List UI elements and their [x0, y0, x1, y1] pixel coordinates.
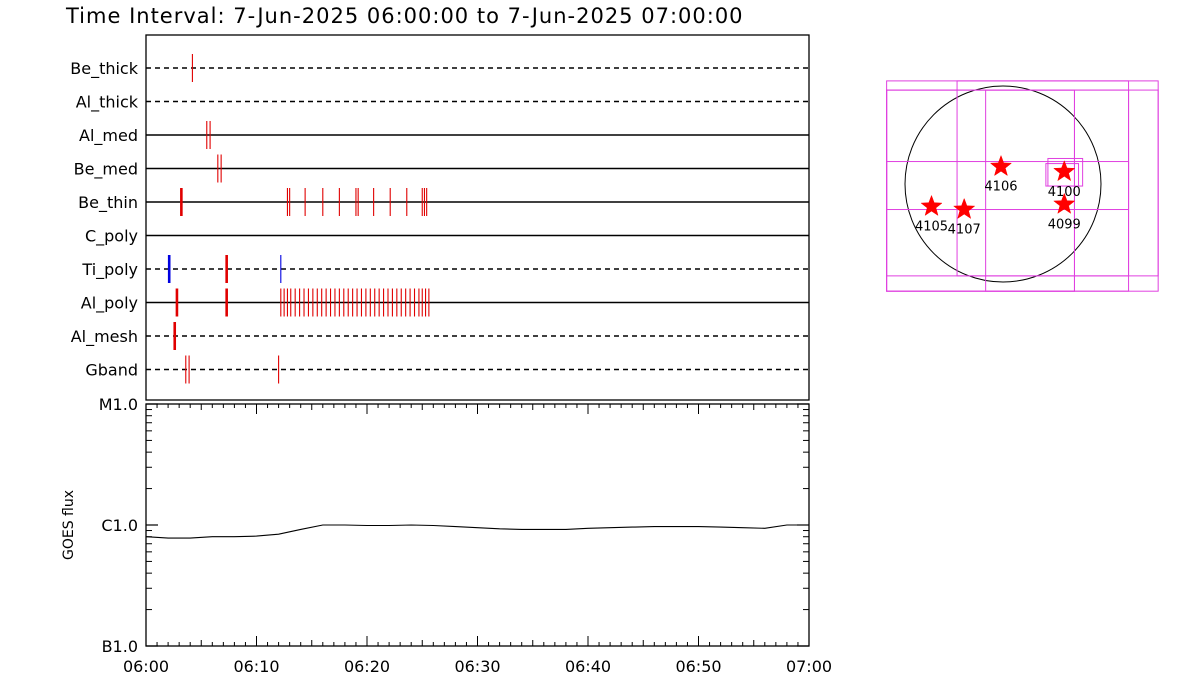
fov-box [1045, 163, 1080, 187]
region-label: 4106 [984, 180, 1017, 195]
row-label-Al_thick: Al_thick [76, 93, 139, 113]
region-label: 4107 [948, 223, 981, 238]
fov-box [886, 161, 1130, 211]
fov-box [886, 89, 1075, 292]
row-label-Be_med: Be_med [74, 160, 138, 180]
x-tick-label: 06:30 [454, 657, 500, 676]
region-star [953, 197, 976, 219]
y-axis-label: GOES flux [61, 490, 77, 560]
goes-flux-line [145, 524, 809, 539]
solar-limb [904, 85, 1102, 283]
y-tick-label: B1.0 [102, 637, 138, 656]
x-tick-label: 06:50 [675, 657, 721, 676]
region-label: 4100 [1048, 185, 1081, 200]
chart-title: Time Interval: 7-Jun-2025 06:00:00 to 7-… [65, 4, 744, 28]
x-tick-label: 06:20 [344, 657, 390, 676]
goes-frame [145, 403, 810, 647]
x-tick-label: 06:10 [233, 657, 279, 676]
fov-box [886, 89, 1075, 292]
y-tick-label: C1.0 [101, 516, 138, 535]
row-label-C_poly: C_poly [85, 227, 138, 247]
row-label-Ti_poly: Ti_poly [81, 260, 138, 280]
goes-flux-plot: B1.0 C1.0 M1.0 06:00 06:10 06:20 06:30 06:40 06:… [61, 395, 832, 676]
region-star [1053, 160, 1076, 182]
region-star [1053, 192, 1076, 214]
x-tick-label: 06:00 [123, 657, 169, 676]
solar-disk-map: 4105 4107 4106 4100 4099 [886, 80, 1159, 292]
timeline-frame [145, 34, 810, 401]
row-label-Al_poly: Al_poly [81, 294, 138, 314]
row-label-Be_thin: Be_thin [78, 193, 138, 213]
x-tick-label: 06:40 [565, 657, 611, 676]
region-label: 4105 [915, 219, 948, 234]
row-label-Be_thick: Be_thick [70, 59, 138, 79]
region-star [920, 194, 943, 216]
row-label-Al_mesh: Al_mesh [71, 327, 138, 347]
x-tick-label: 07:00 [786, 657, 832, 676]
region-star [989, 154, 1013, 177]
row-label-Gband: Gband [85, 361, 138, 380]
region-label: 4099 [1048, 217, 1081, 232]
row-label-Al_med: Al_med [79, 126, 138, 146]
y-tick-label: M1.0 [99, 395, 138, 414]
filter-timeline: Be_thick Al_thick Al_med Be_med Be_thin C_pol… [70, 34, 810, 401]
fov-box [956, 80, 1130, 277]
